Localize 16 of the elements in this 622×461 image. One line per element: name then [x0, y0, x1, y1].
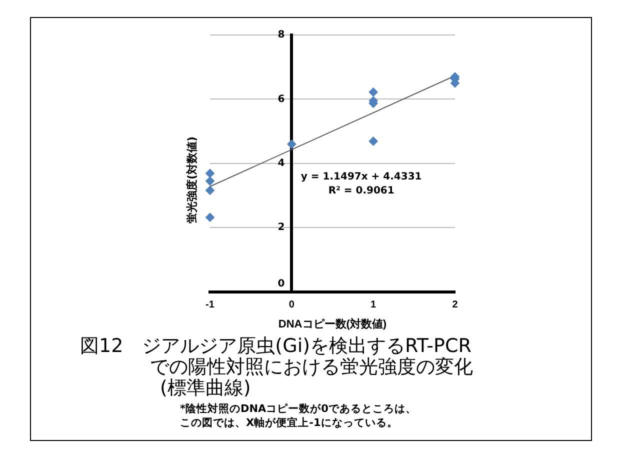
x-tick-label: 0	[288, 300, 295, 311]
x-tick-label: 2	[452, 300, 458, 311]
x-tick-label: -1	[206, 300, 215, 311]
y-tick-label: 8	[278, 30, 285, 41]
y-tick-label: 6	[278, 94, 285, 105]
annotation: R² = 0.9061	[328, 185, 394, 196]
text: この図では、X軸が便宜上-1になっている。	[180, 417, 398, 429]
text: *陰性対照のDNAコピー数が0であるところは、	[180, 403, 416, 415]
x-tick-label: 1	[370, 300, 377, 311]
annotation: y = 1.1497x + 4.4331	[300, 171, 422, 182]
text: 図12 ジアルジア原虫(Gi)を検出するRT-PCR での陽性対照における蛍光強度の変化 (標準曲線)	[80, 335, 473, 399]
y-tick-label: 0	[278, 278, 285, 290]
y-tick-label: 4	[278, 158, 285, 169]
x-axis-title: DNAコピー数(対数値)	[278, 317, 387, 330]
y-axis-title: 蛍光強度(対数値)	[184, 136, 200, 224]
y-tick-label: 2	[278, 222, 285, 234]
